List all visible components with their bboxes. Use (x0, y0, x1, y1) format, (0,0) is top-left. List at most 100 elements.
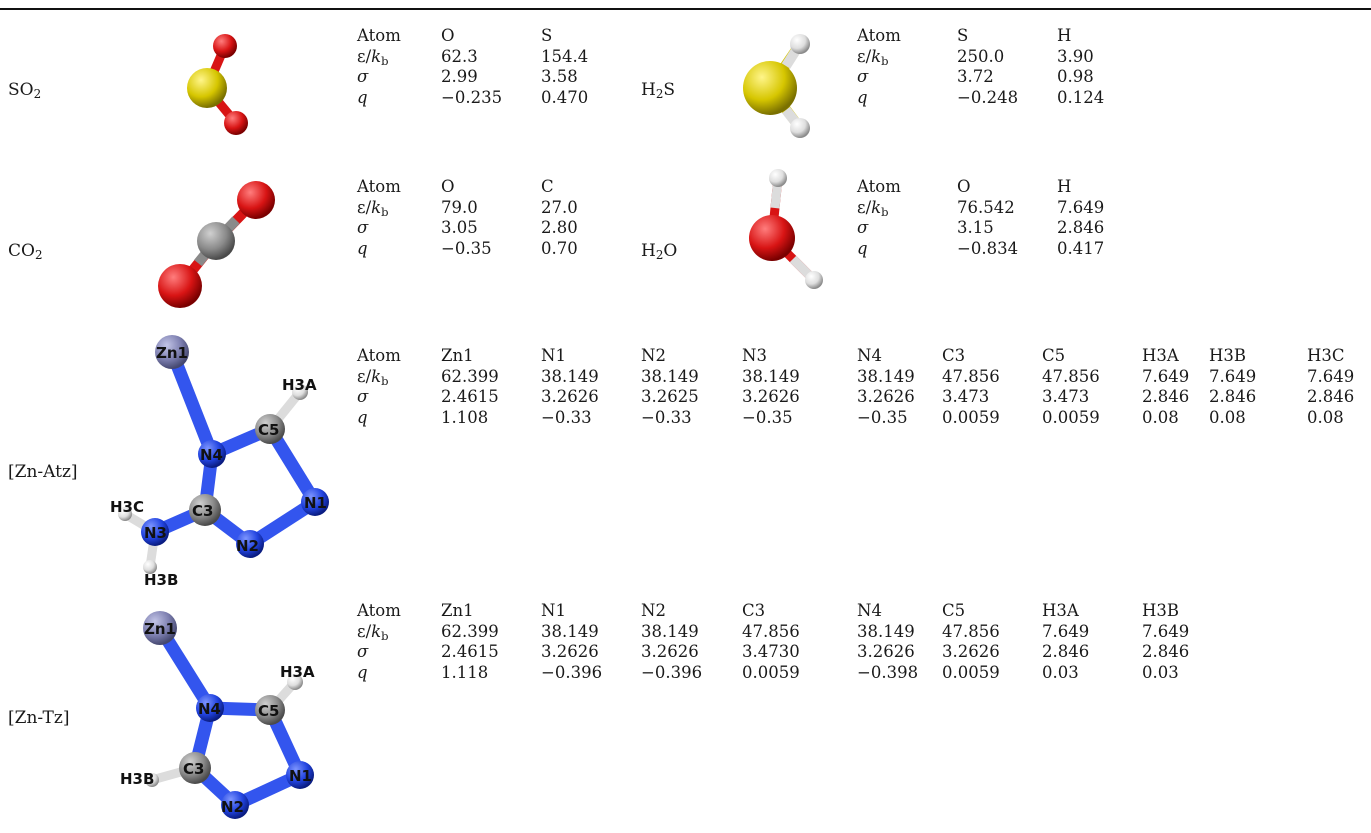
table-cell: −0.35 (742, 407, 793, 427)
table-cell: 2.846 (1209, 387, 1257, 406)
header-cell: N4 (857, 601, 882, 620)
row-symbol-sigma: σ (857, 67, 869, 86)
header-cell: N1 (541, 601, 566, 620)
atom-label: N3 (144, 524, 167, 542)
table-cell: −0.834 (957, 238, 1019, 258)
table-cell: 1.108 (441, 407, 489, 427)
table-cell: 3.15 (957, 218, 994, 237)
header-cell: O (441, 177, 455, 196)
header-cell: N3 (742, 346, 767, 365)
table-cell: 7.649 (1142, 621, 1190, 641)
table-cell: 47.856 (742, 621, 800, 641)
table-cell: 62.399 (441, 621, 499, 641)
table-cell: 0.08 (1142, 407, 1179, 427)
header-cell: O (957, 177, 971, 196)
atom-label: C5 (258, 421, 279, 439)
table-cell: 2.846 (1142, 642, 1190, 661)
row-symbol-epsilon: ε/kb (857, 46, 889, 68)
table-cell: 2.4615 (441, 387, 499, 406)
atom-label: H3A (280, 663, 315, 681)
atom-label: C3 (183, 760, 204, 778)
row-symbol-sigma: σ (357, 218, 369, 237)
table-cell: 7.649 (1209, 366, 1257, 386)
table-cell: 3.2626 (942, 642, 1000, 661)
table-cell: 62.3 (441, 46, 478, 66)
table-cell: 62.399 (441, 366, 499, 386)
header-cell: H3C (1307, 346, 1345, 365)
table-cell: 38.149 (742, 366, 800, 386)
table-cell: −0.396 (541, 662, 603, 682)
table-cell: 0.70 (541, 238, 578, 258)
atom-label: C5 (258, 702, 279, 720)
table-cell: 3.2626 (541, 642, 599, 661)
table-cell: 0.0059 (942, 662, 1000, 682)
table-cell: 7.649 (1057, 197, 1105, 217)
table-cell: −0.235 (441, 87, 503, 107)
table-cell: 2.846 (1042, 642, 1090, 661)
top-rule (0, 8, 1371, 10)
row-symbol-sigma: σ (357, 67, 369, 86)
table-cell: −0.398 (857, 662, 919, 682)
table-cell: −0.35 (857, 407, 908, 427)
atom-label: H3C (110, 498, 144, 516)
table-cell: 76.542 (957, 197, 1015, 217)
molecule-label-co2: CO2 (8, 241, 43, 261)
label-text: [Zn-Atz] (8, 462, 78, 482)
table-cell: 38.149 (541, 366, 599, 386)
atom-label: H3B (144, 571, 178, 589)
table-cell: 38.149 (857, 366, 915, 386)
molecule-label-so2: SO2 (8, 80, 41, 100)
table-cell: 3.72 (957, 67, 994, 86)
atom-label: C3 (192, 502, 213, 520)
table-cell: 0.08 (1209, 407, 1246, 427)
table-cell: 0.0059 (742, 662, 800, 682)
table-cell: 2.99 (441, 67, 478, 86)
table-cell: 1.118 (441, 662, 489, 682)
table-cell: 3.05 (441, 218, 478, 237)
header-cell: Zn1 (441, 601, 474, 620)
label-text: CO (8, 241, 35, 261)
header-cell: C3 (742, 601, 766, 620)
label-sub: 2 (655, 86, 664, 101)
table-cell: 2.846 (1307, 387, 1355, 406)
row-symbol-q: q (857, 87, 868, 107)
row-symbol-sigma: σ (357, 387, 369, 406)
header-cell: S (957, 26, 969, 45)
header-cell: H3A (1142, 346, 1179, 365)
table-cell: 47.856 (942, 366, 1000, 386)
header-cell: Atom (857, 26, 901, 45)
table-cell: 47.856 (1042, 366, 1100, 386)
table-cell: −0.248 (957, 87, 1019, 107)
atom-label: N1 (289, 767, 312, 785)
header-cell: H (1057, 26, 1072, 45)
atom-label: N2 (236, 537, 259, 555)
table-cell: 0.03 (1042, 662, 1079, 682)
table-cell: 0.98 (1057, 67, 1094, 86)
table-cell: 3.2626 (641, 642, 699, 661)
header-cell: H (1057, 177, 1072, 196)
label-after: O (663, 241, 678, 261)
row-symbol-q: q (857, 238, 868, 258)
molecule-label-zn-atz: [Zn-Atz] (8, 462, 78, 482)
header-cell: Atom (357, 346, 401, 365)
zn-atz-structure-image: Zn1 N4 C5 H3A N1 N2 C3 N3 H3C H3B (110, 335, 329, 589)
table-cell: 7.649 (1142, 366, 1190, 386)
row-symbol-epsilon: ε/kb (357, 621, 389, 643)
table-cell: 3.2625 (641, 387, 699, 406)
header-cell: S (541, 26, 553, 45)
table-cell: 0.0059 (942, 407, 1000, 427)
table-cell: 154.4 (541, 46, 589, 66)
table-cell: 3.90 (1057, 46, 1094, 66)
molecule-label-zn-tz: [Zn-Tz] (8, 708, 69, 728)
label-text: [Zn-Tz] (8, 708, 70, 728)
table-cell: −0.33 (641, 407, 692, 427)
zn-tz-structure-image: Zn1 N4 C5 H3A N1 N2 C3 H3B (120, 611, 315, 819)
h2s-structure-image (743, 34, 810, 138)
molecule-label-h2s: H2S (641, 80, 675, 100)
table-cell: 38.149 (641, 621, 699, 641)
table-cell: 0.124 (1057, 87, 1105, 107)
label-sub: 2 (33, 86, 42, 101)
table-cell: 2.846 (1142, 387, 1190, 406)
header-cell: C (541, 177, 554, 196)
table-cell: 0.08 (1307, 407, 1344, 427)
